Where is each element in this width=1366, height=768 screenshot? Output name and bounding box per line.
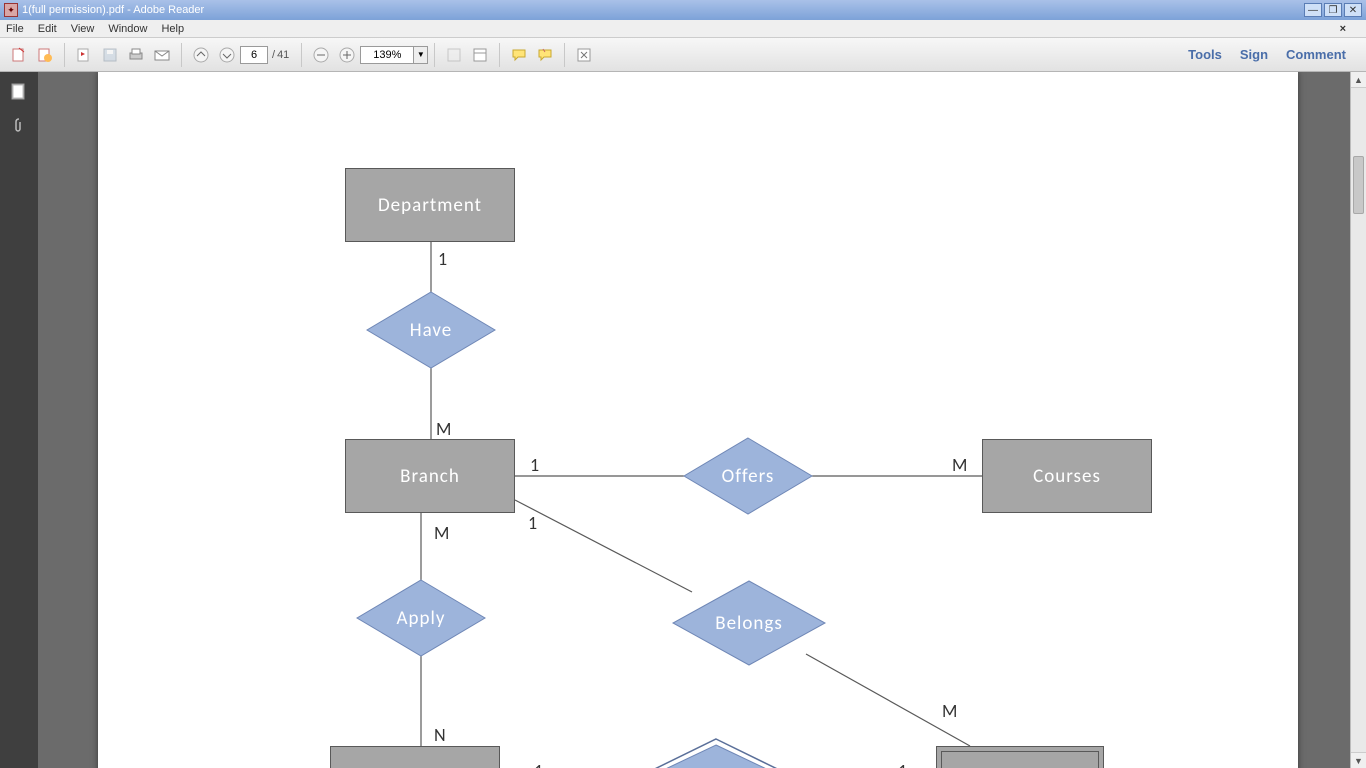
toolbar: / 41 139%▼ Tools Sign Comment [0, 38, 1366, 72]
titlebar: ✦ 1(full permission).pdf - Adobe Reader … [0, 0, 1366, 20]
cardinality-8: 1 [534, 760, 543, 768]
cardinality-4: M [434, 522, 449, 544]
zoom-dropdown-icon[interactable]: ▼ [414, 46, 428, 64]
save-icon[interactable] [99, 44, 121, 66]
menu-view[interactable]: View [71, 23, 95, 35]
scroll-up-icon[interactable]: ▲ [1351, 72, 1366, 88]
cardinality-0: 1 [438, 248, 447, 270]
page-total: 41 [277, 49, 289, 61]
email-icon[interactable] [151, 44, 173, 66]
tool2-icon[interactable] [469, 44, 491, 66]
create-pdf-icon[interactable] [34, 44, 56, 66]
entity-student: Student [936, 746, 1104, 768]
zoom-in-icon[interactable] [336, 44, 358, 66]
cardinality-7: M [942, 700, 957, 722]
scroll-track[interactable] [1351, 88, 1366, 752]
page-sep: / [272, 49, 275, 61]
document-close-icon[interactable]: × [1340, 23, 1346, 35]
cardinality-2: 1 [530, 454, 539, 476]
cardinality-6: N [434, 724, 446, 746]
window-title: 1(full permission).pdf - Adobe Reader [22, 4, 204, 16]
entity-courses: Courses [982, 439, 1152, 513]
comment-link[interactable]: Comment [1286, 47, 1346, 62]
document-viewer[interactable]: HaveOffersApplyBelongsSelected Departmen… [38, 72, 1350, 768]
menu-window[interactable]: Window [108, 23, 147, 35]
minimize-button[interactable]: — [1304, 3, 1322, 17]
cardinality-3: M [952, 454, 967, 476]
attachments-icon[interactable] [9, 116, 29, 136]
tools-link[interactable]: Tools [1188, 47, 1222, 62]
comment-view-icon[interactable] [508, 44, 530, 66]
entity-department: Department [345, 168, 515, 242]
toolbar-right-links: Tools Sign Comment [1188, 47, 1360, 62]
entity-branch: Branch [345, 439, 515, 513]
menu-file[interactable]: File [6, 23, 24, 35]
maximize-button[interactable]: ❐ [1324, 3, 1342, 17]
vertical-scrollbar[interactable]: ▲ ▼ [1350, 72, 1366, 768]
menu-edit[interactable]: Edit [38, 23, 57, 35]
cardinality-1: M [436, 418, 451, 440]
workspace: HaveOffersApplyBelongsSelected Departmen… [0, 72, 1366, 768]
cardinality-9: 1 [898, 760, 907, 768]
sign-link[interactable]: Sign [1240, 47, 1268, 62]
page-canvas: HaveOffersApplyBelongsSelected Departmen… [98, 72, 1298, 768]
page-number-input[interactable] [240, 46, 268, 64]
print-icon[interactable] [125, 44, 147, 66]
zoom-out-icon[interactable] [310, 44, 332, 66]
page-up-icon[interactable] [190, 44, 212, 66]
side-panel [0, 72, 38, 768]
read-mode-icon[interactable] [573, 44, 595, 66]
comment-add-icon[interactable] [534, 44, 556, 66]
close-button[interactable]: ✕ [1344, 3, 1362, 17]
thumbnails-icon[interactable] [9, 82, 29, 102]
menubar: File Edit View Window Help × [0, 20, 1366, 38]
entity-applicant: Applicant [330, 746, 500, 768]
zoom-level[interactable]: 139% [360, 46, 414, 64]
menu-help[interactable]: Help [161, 23, 184, 35]
open-icon[interactable] [73, 44, 95, 66]
export-pdf-icon[interactable] [8, 44, 30, 66]
app-icon: ✦ [4, 3, 18, 17]
page-down-icon[interactable] [216, 44, 238, 66]
scroll-down-icon[interactable]: ▼ [1351, 752, 1366, 768]
scroll-thumb[interactable] [1353, 156, 1364, 214]
tool1-icon[interactable] [443, 44, 465, 66]
cardinality-5: 1 [528, 512, 537, 534]
